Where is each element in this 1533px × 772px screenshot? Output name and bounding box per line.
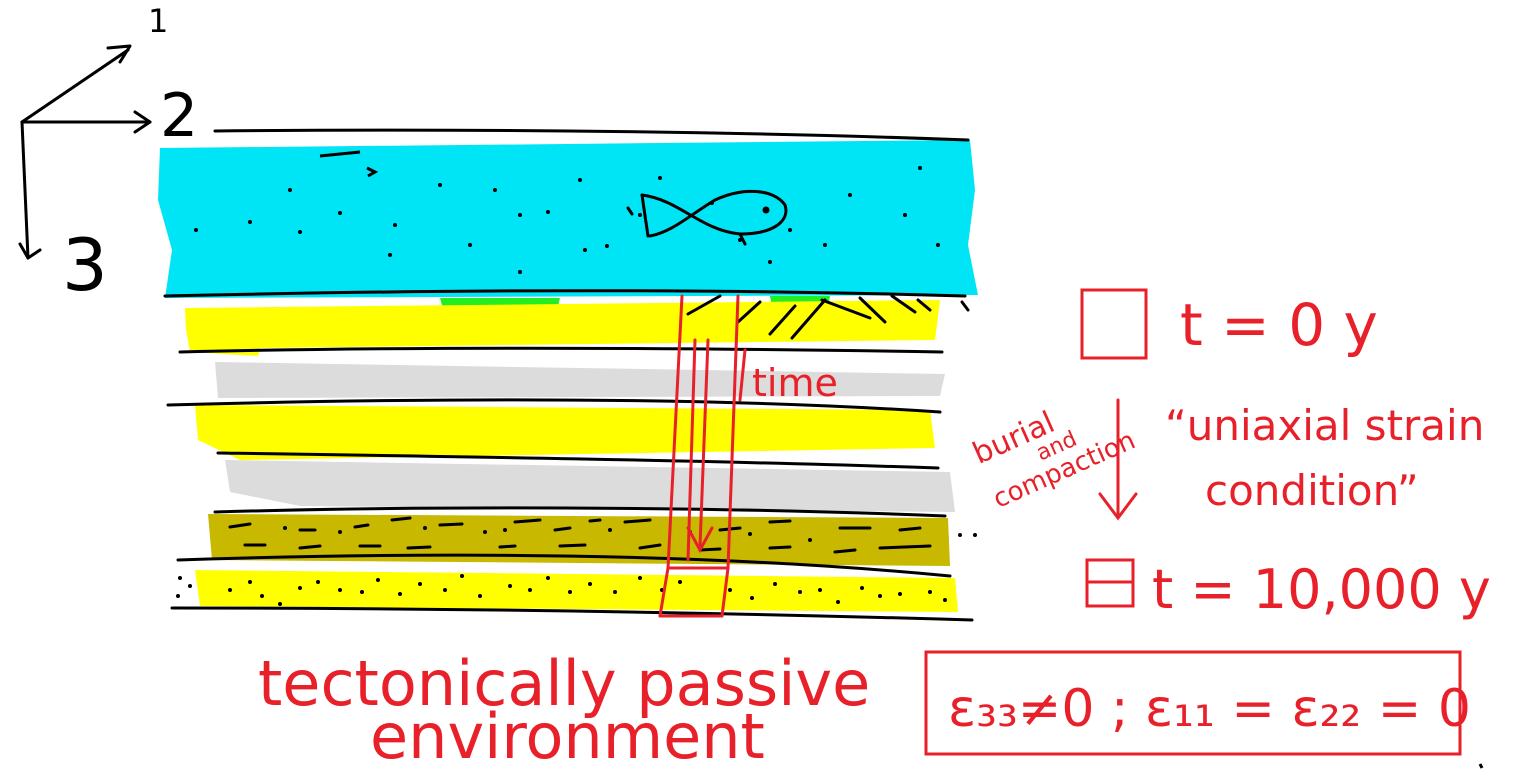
uniaxial-line-1: “uniaxial strain xyxy=(1165,401,1484,450)
silt-layer xyxy=(208,514,950,566)
layer-boundaries xyxy=(163,128,974,622)
water-layer xyxy=(158,140,978,298)
axis-3-label: 3 xyxy=(62,223,108,307)
shale-layer-2 xyxy=(225,460,955,512)
env-line-1: tectonically passive xyxy=(258,647,870,720)
silt-dashes xyxy=(228,516,932,554)
stray-mark xyxy=(1478,763,1484,769)
uniaxial-line-2: condition” xyxy=(1205,466,1419,515)
t10000-label: t = 10,000 y xyxy=(1152,558,1491,621)
strain-equation: ε₃₃≠0 ; ε₁₁ = ε₂₂ = 0 xyxy=(948,679,1471,739)
initial-volume-box xyxy=(1080,288,1148,360)
sand-layer-1 xyxy=(185,300,940,356)
sand-layer-3 xyxy=(195,570,958,612)
burrow-marks xyxy=(686,294,970,340)
coordinate-axes xyxy=(18,44,152,260)
time-arrow xyxy=(698,338,710,548)
shale-layer-1 xyxy=(215,362,945,398)
axis-3-arrow xyxy=(20,120,30,260)
sand-layer-2 xyxy=(195,405,935,460)
fish-icon xyxy=(626,189,788,246)
axis-1-arrow xyxy=(20,48,130,124)
rock-column-annotation xyxy=(658,294,747,618)
burial-label: burial and compaction xyxy=(968,405,1140,515)
water-dots xyxy=(194,166,940,274)
axis-1-label: 1 xyxy=(148,2,168,40)
burial-arrow xyxy=(1098,398,1138,521)
strain-equation-box xyxy=(924,650,1462,756)
water-dash xyxy=(319,150,379,178)
stratigraphic-column xyxy=(158,140,978,612)
t0-label: t = 0 y xyxy=(1180,291,1378,359)
axis-2-label: 2 xyxy=(160,81,198,151)
env-line-2: environment xyxy=(370,700,765,772)
sand-dots xyxy=(176,574,947,606)
time-label: time xyxy=(752,361,838,405)
